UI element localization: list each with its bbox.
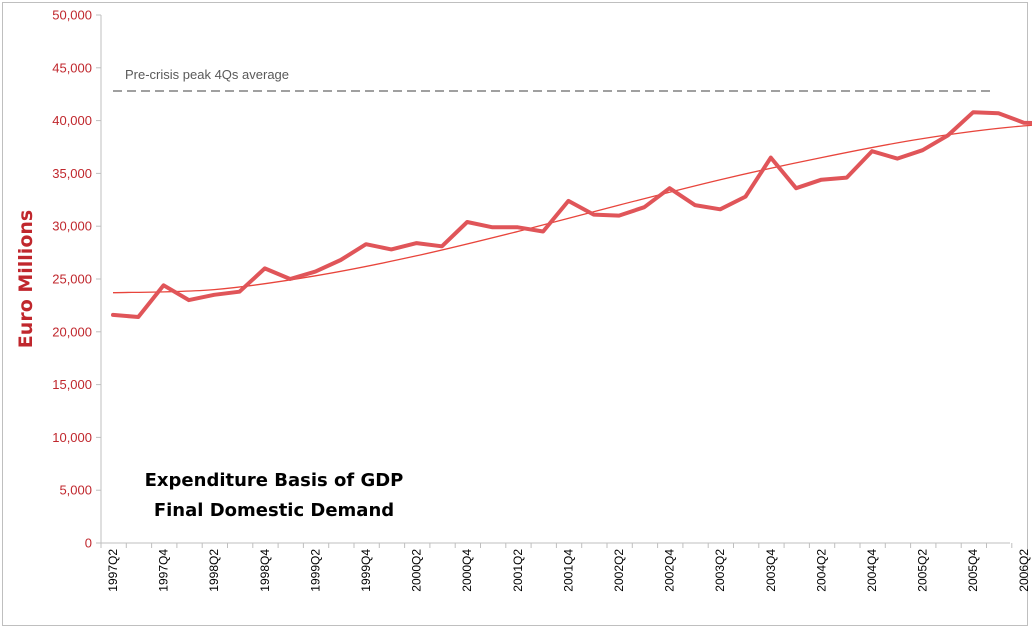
- y-tick-label: 45,000: [52, 60, 92, 75]
- y-axis-label: Euro Millions: [15, 210, 37, 348]
- y-tick-label: 50,000: [52, 8, 92, 23]
- x-tick-label: 1999Q4: [359, 549, 373, 592]
- y-tick-label: 5,000: [59, 483, 92, 498]
- x-tick-label: 1997Q4: [157, 549, 171, 592]
- x-tick-label: 2000Q4: [460, 549, 474, 592]
- y-tick-label: 20,000: [52, 324, 92, 339]
- x-tick-label: 2003Q4: [764, 549, 778, 592]
- x-tick-label: 2001Q2: [511, 549, 525, 592]
- reference-line-label: Pre-crisis peak 4Qs average: [125, 67, 289, 82]
- y-tick-label: 10,000: [52, 430, 92, 445]
- x-tick-label: 2005Q2: [916, 549, 930, 592]
- x-tick-label: 1998Q4: [258, 549, 272, 592]
- y-tick-label: 0: [85, 536, 92, 551]
- x-tick-label: 2000Q2: [410, 549, 424, 592]
- x-tick-label: 2004Q2: [814, 549, 828, 592]
- x-axis-ticks: 1997Q2 1997Q4 1998Q2 1998Q4 1999Q2 1999Q4 2000…: [100, 543, 1031, 592]
- trend-line: [112, 124, 1032, 294]
- y-tick-label: 15,000: [52, 377, 92, 392]
- chart-title: Expenditure Basis of GDP: [145, 470, 404, 491]
- y-tick-label: 35,000: [52, 166, 92, 181]
- x-tick-label: 1998Q2: [207, 549, 221, 592]
- x-tick-label: 2005Q4: [966, 549, 980, 592]
- x-tick-label: 2006Q2: [1017, 549, 1031, 592]
- chart-subtitle: Final Domestic Demand: [154, 500, 394, 521]
- y-axis-ticks: 0 5,000 10,000 15,000 20,000 25,000 30,000 35,0…: [52, 8, 101, 551]
- x-tick-label: 2004Q4: [865, 549, 879, 592]
- x-tick-label: 1997Q2: [106, 549, 120, 592]
- x-tick-label: 2002Q2: [612, 549, 626, 592]
- x-tick-label: 1999Q2: [308, 549, 322, 592]
- series-line-final-domestic-demand: [111, 110, 1032, 319]
- x-tick-label: 2001Q4: [561, 549, 575, 592]
- x-tick-label: 2002Q4: [663, 549, 677, 592]
- x-tick-label: 2003Q2: [713, 549, 727, 592]
- y-tick-label: 30,000: [52, 219, 92, 234]
- y-tick-label: 25,000: [52, 272, 92, 287]
- y-tick-label: 40,000: [52, 113, 92, 128]
